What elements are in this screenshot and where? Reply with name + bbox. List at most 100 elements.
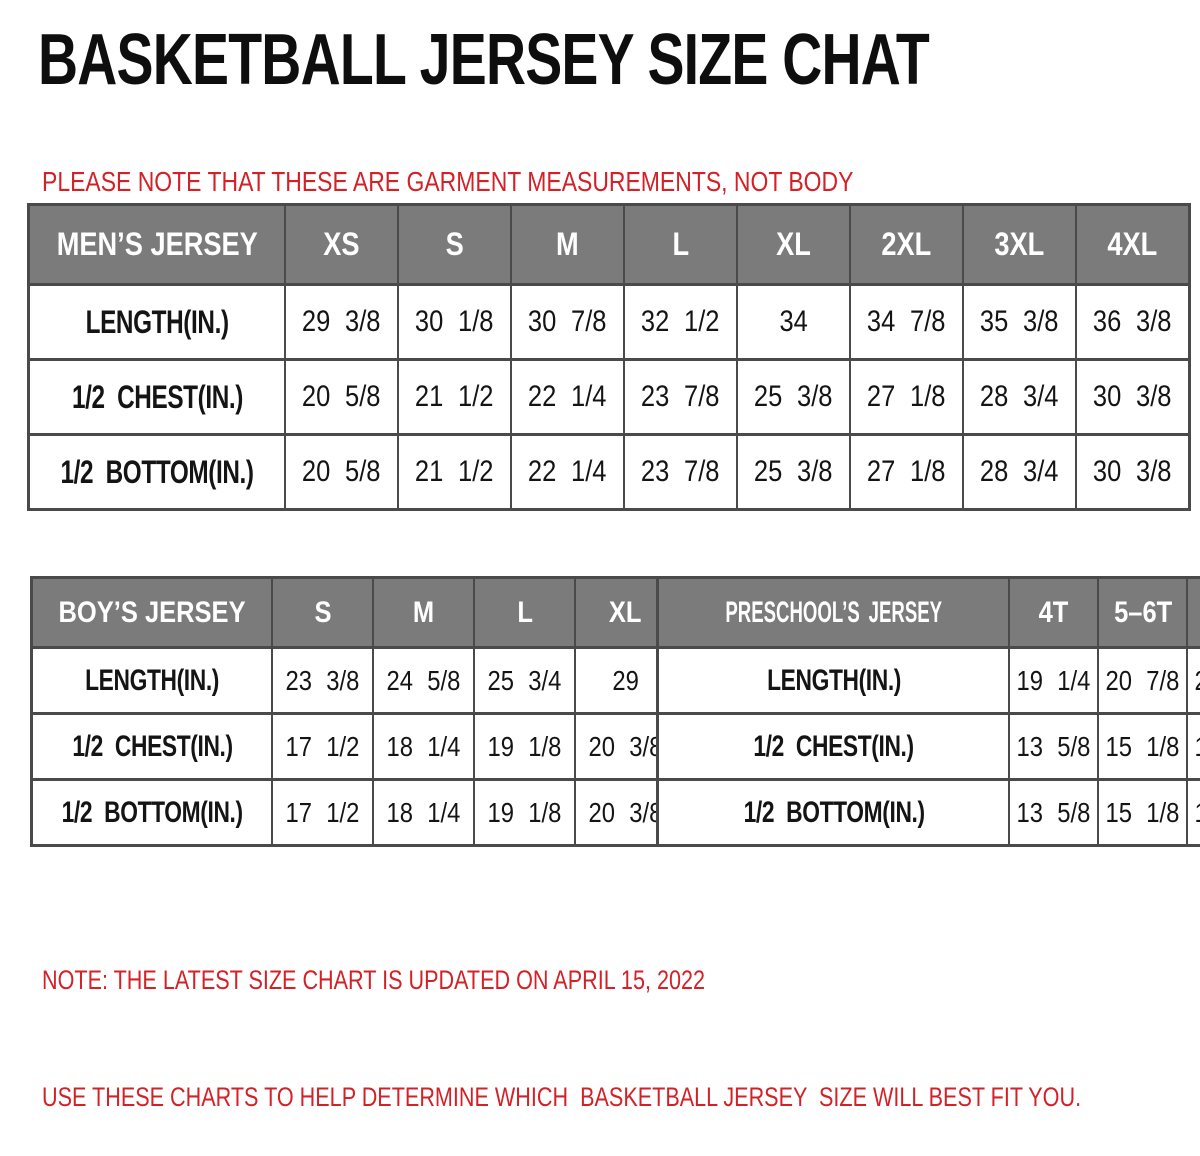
boys-size-header-s: S xyxy=(272,578,373,648)
size-value-cell: 20 5/8 xyxy=(285,435,398,510)
size-label: M xyxy=(556,226,579,263)
mens-bottom-row: 1/2 BOTTOM(IN.) 20 5/8 21 1/2 22 1/4 23 … xyxy=(29,435,1190,510)
size-value: 22 1/4 xyxy=(528,455,607,489)
size-value: 35 3/8 xyxy=(980,305,1059,339)
size-value-cell: 22 1/4 xyxy=(1187,648,1200,714)
size-value: 13 5/8 xyxy=(1017,731,1091,763)
size-value-cell: 16 3/4 xyxy=(1187,780,1200,846)
size-value-cell: 17 1/2 xyxy=(272,780,373,846)
size-value: 24 5/8 xyxy=(387,665,461,697)
size-value: 30 3/8 xyxy=(1093,380,1172,414)
row-label-cell: 1/2 BOTTOM(IN.) xyxy=(32,780,273,846)
size-value: 22 1/4 xyxy=(1195,665,1200,697)
size-value: 21 1/2 xyxy=(415,380,494,414)
preschool-size-header-5-6t: 5–6T xyxy=(1098,578,1187,648)
size-value: 16 3/4 xyxy=(1195,731,1200,763)
size-label: S xyxy=(446,226,464,263)
size-value: 17 1/2 xyxy=(286,797,360,829)
size-value: 30 3/8 xyxy=(1093,455,1172,489)
garment-note-line1: PLEASE NOTE THAT THESE ARE GARMENT MEASU… xyxy=(42,165,853,198)
row-label-cell: 1/2 CHEST(IN.) xyxy=(658,714,1010,780)
boys-chest-row: 1/2 CHEST(IN.) 17 1/2 18 1/4 19 1/8 20 3… xyxy=(32,714,677,780)
size-value: 15 1/8 xyxy=(1106,797,1180,829)
row-label: 1/2 BOTTOM(IN.) xyxy=(743,796,924,830)
row-label: LENGTH(IN.) xyxy=(86,304,229,341)
size-value-cell: 25 3/8 xyxy=(737,435,850,510)
mens-length-row: LENGTH(IN.) 29 3/8 30 1/8 30 7/8 32 1/2 … xyxy=(29,285,1190,360)
row-label: 1/2 CHEST(IN.) xyxy=(754,730,914,764)
size-value-cell: 32 1/2 xyxy=(624,285,737,360)
boys-table-title-cell: BOY’S JERSEY xyxy=(32,578,273,648)
size-value-cell: 19 1/8 xyxy=(474,714,575,780)
size-value: 32 1/2 xyxy=(641,305,720,339)
size-value: 29 xyxy=(612,665,638,697)
size-value-cell: 34 xyxy=(737,285,850,360)
row-label-cell: 1/2 BOTTOM(IN.) xyxy=(658,780,1010,846)
size-value-cell: 23 7/8 xyxy=(624,435,737,510)
size-value: 29 3/8 xyxy=(302,305,381,339)
size-value-cell: 24 5/8 xyxy=(373,648,474,714)
size-value-cell: 30 3/8 xyxy=(1076,435,1189,510)
size-value-cell: 23 3/8 xyxy=(272,648,373,714)
mens-size-header-3xl: 3XL xyxy=(963,205,1076,285)
size-value: 20 7/8 xyxy=(1106,665,1180,697)
size-value: 15 1/8 xyxy=(1106,731,1180,763)
size-value-cell: 30 3/8 xyxy=(1076,360,1189,435)
preschool-jersey-table: PRESCHOOL’S JERSEY 4T 5–6T 7T LENGTH(IN.… xyxy=(656,576,1200,847)
size-value-cell: 13 5/8 xyxy=(1009,780,1098,846)
size-value-cell: 18 1/4 xyxy=(373,714,474,780)
size-value-cell: 21 1/2 xyxy=(398,360,511,435)
size-value-cell: 13 5/8 xyxy=(1009,714,1098,780)
size-label: 3XL xyxy=(995,226,1045,263)
size-value: 20 3/8 xyxy=(589,731,663,763)
preschool-table-title-cell: PRESCHOOL’S JERSEY xyxy=(658,578,1010,648)
footnotes: NOTE: THE LATEST SIZE CHART IS UPDATED O… xyxy=(42,883,1081,1156)
size-label: L xyxy=(517,596,533,630)
mens-size-header-l: L xyxy=(624,205,737,285)
size-value: 18 1/4 xyxy=(387,731,461,763)
row-label-cell: LENGTH(IN.) xyxy=(29,285,286,360)
size-value: 22 1/4 xyxy=(528,380,607,414)
size-value: 19 1/8 xyxy=(488,731,562,763)
row-label: LENGTH(IN.) xyxy=(767,664,901,698)
size-value: 25 3/8 xyxy=(754,380,833,414)
page-title: BASKETBALL JERSEY SIZE CHAT xyxy=(38,24,929,96)
size-value-cell: 20 7/8 xyxy=(1098,648,1187,714)
size-value: 28 3/4 xyxy=(980,380,1059,414)
size-label: XL xyxy=(776,226,811,263)
size-value: 28 3/4 xyxy=(980,455,1059,489)
size-label: L xyxy=(672,226,689,263)
boys-table-title: BOY’S JERSEY xyxy=(59,596,246,630)
size-value: 23 3/8 xyxy=(286,665,360,697)
mens-chest-row: 1/2 CHEST(IN.) 20 5/8 21 1/2 22 1/4 23 7… xyxy=(29,360,1190,435)
mens-size-header-m: M xyxy=(511,205,624,285)
mens-table-title: MEN’S JERSEY xyxy=(57,226,258,263)
mens-size-header-4xl: 4XL xyxy=(1076,205,1189,285)
size-value: 25 3/4 xyxy=(488,665,562,697)
row-label-cell: 1/2 BOTTOM(IN.) xyxy=(29,435,286,510)
preschool-size-header-7t: 7T xyxy=(1187,578,1200,648)
size-value-cell: 22 1/4 xyxy=(511,435,624,510)
row-label-cell: LENGTH(IN.) xyxy=(658,648,1010,714)
preschool-size-header-4t: 4T xyxy=(1009,578,1098,648)
row-label: 1/2 BOTTOM(IN.) xyxy=(62,796,243,830)
size-value-cell: 16 3/4 xyxy=(1187,714,1200,780)
size-value-cell: 15 1/8 xyxy=(1098,714,1187,780)
size-value-cell: 28 3/4 xyxy=(963,435,1076,510)
row-label: 1/2 BOTTOM(IN.) xyxy=(60,454,253,491)
size-value: 36 3/8 xyxy=(1093,305,1172,339)
size-value: 20 3/8 xyxy=(589,797,663,829)
size-value: 30 1/8 xyxy=(415,305,494,339)
size-label: M xyxy=(413,596,434,630)
size-value-cell: 18 1/4 xyxy=(373,780,474,846)
preschool-chest-row: 1/2 CHEST(IN.) 13 5/8 15 1/8 16 3/4 xyxy=(658,714,1200,780)
size-label: 4T xyxy=(1039,596,1069,630)
size-value: 20 5/8 xyxy=(302,455,381,489)
size-value: 34 xyxy=(779,305,807,339)
mens-size-header-xl: XL xyxy=(737,205,850,285)
mens-size-header-xs: XS xyxy=(285,205,398,285)
size-value-cell: 27 1/8 xyxy=(850,435,963,510)
mens-header-row: MEN’S JERSEY XS S M L XL 2XL 3XL 4XL xyxy=(29,205,1190,285)
size-value-cell: 20 5/8 xyxy=(285,360,398,435)
size-value: 30 7/8 xyxy=(528,305,607,339)
